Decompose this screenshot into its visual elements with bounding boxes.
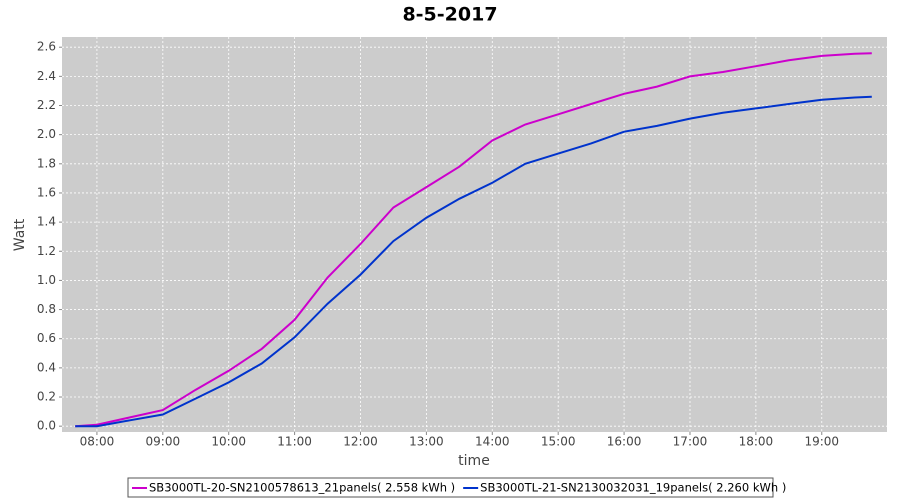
x-tick-label: 13:00 [409,435,444,449]
x-tick-label: 10:00 [211,435,246,449]
y-tick-label: 1.4 [37,215,56,229]
y-tick-label: 0.4 [37,360,56,374]
y-tick-label: 0.8 [37,302,56,316]
y-tick-label: 2.2 [37,98,56,112]
x-tick-label: 16:00 [607,435,642,449]
plot-area [62,37,887,432]
y-tick-label: 1.8 [37,156,56,170]
x-tick-label: 08:00 [80,435,115,449]
x-tick-label: 19:00 [804,435,839,449]
series-line [75,95,872,428]
x-tick-label: 15:00 [541,435,576,449]
y-tick-label: 0.6 [37,331,56,345]
x-tick-label: 09:00 [146,435,181,449]
y-tick-label: 0.0 [37,419,56,433]
x-tick-label: 17:00 [673,435,708,449]
legend [127,477,774,498]
x-tick-label: 14:00 [475,435,510,449]
y-tick-label: 0.2 [37,390,56,404]
y-tick-label: 2.4 [37,69,56,83]
series-line [75,52,872,428]
y-tick-label: 1.6 [37,185,56,199]
x-tick-label: 11:00 [277,435,312,449]
chart-title: 8-5-2017 [402,4,497,26]
y-axis-label: Watt [12,218,28,251]
x-tick-label: 12:00 [343,435,378,449]
x-axis-label: time [458,453,490,469]
y-tick-label: 2.0 [37,127,56,141]
legend-label: SB3000TL-20-SN2100578613_21panels( 2.558… [149,481,455,495]
y-tick-label: 2.6 [37,40,56,54]
x-tick-label: 18:00 [739,435,774,449]
legend-label: SB3000TL-21-SN2130032031_19panels( 2.260… [480,481,786,495]
y-tick-label: 1.0 [37,273,56,287]
y-tick-label: 1.2 [37,244,56,258]
